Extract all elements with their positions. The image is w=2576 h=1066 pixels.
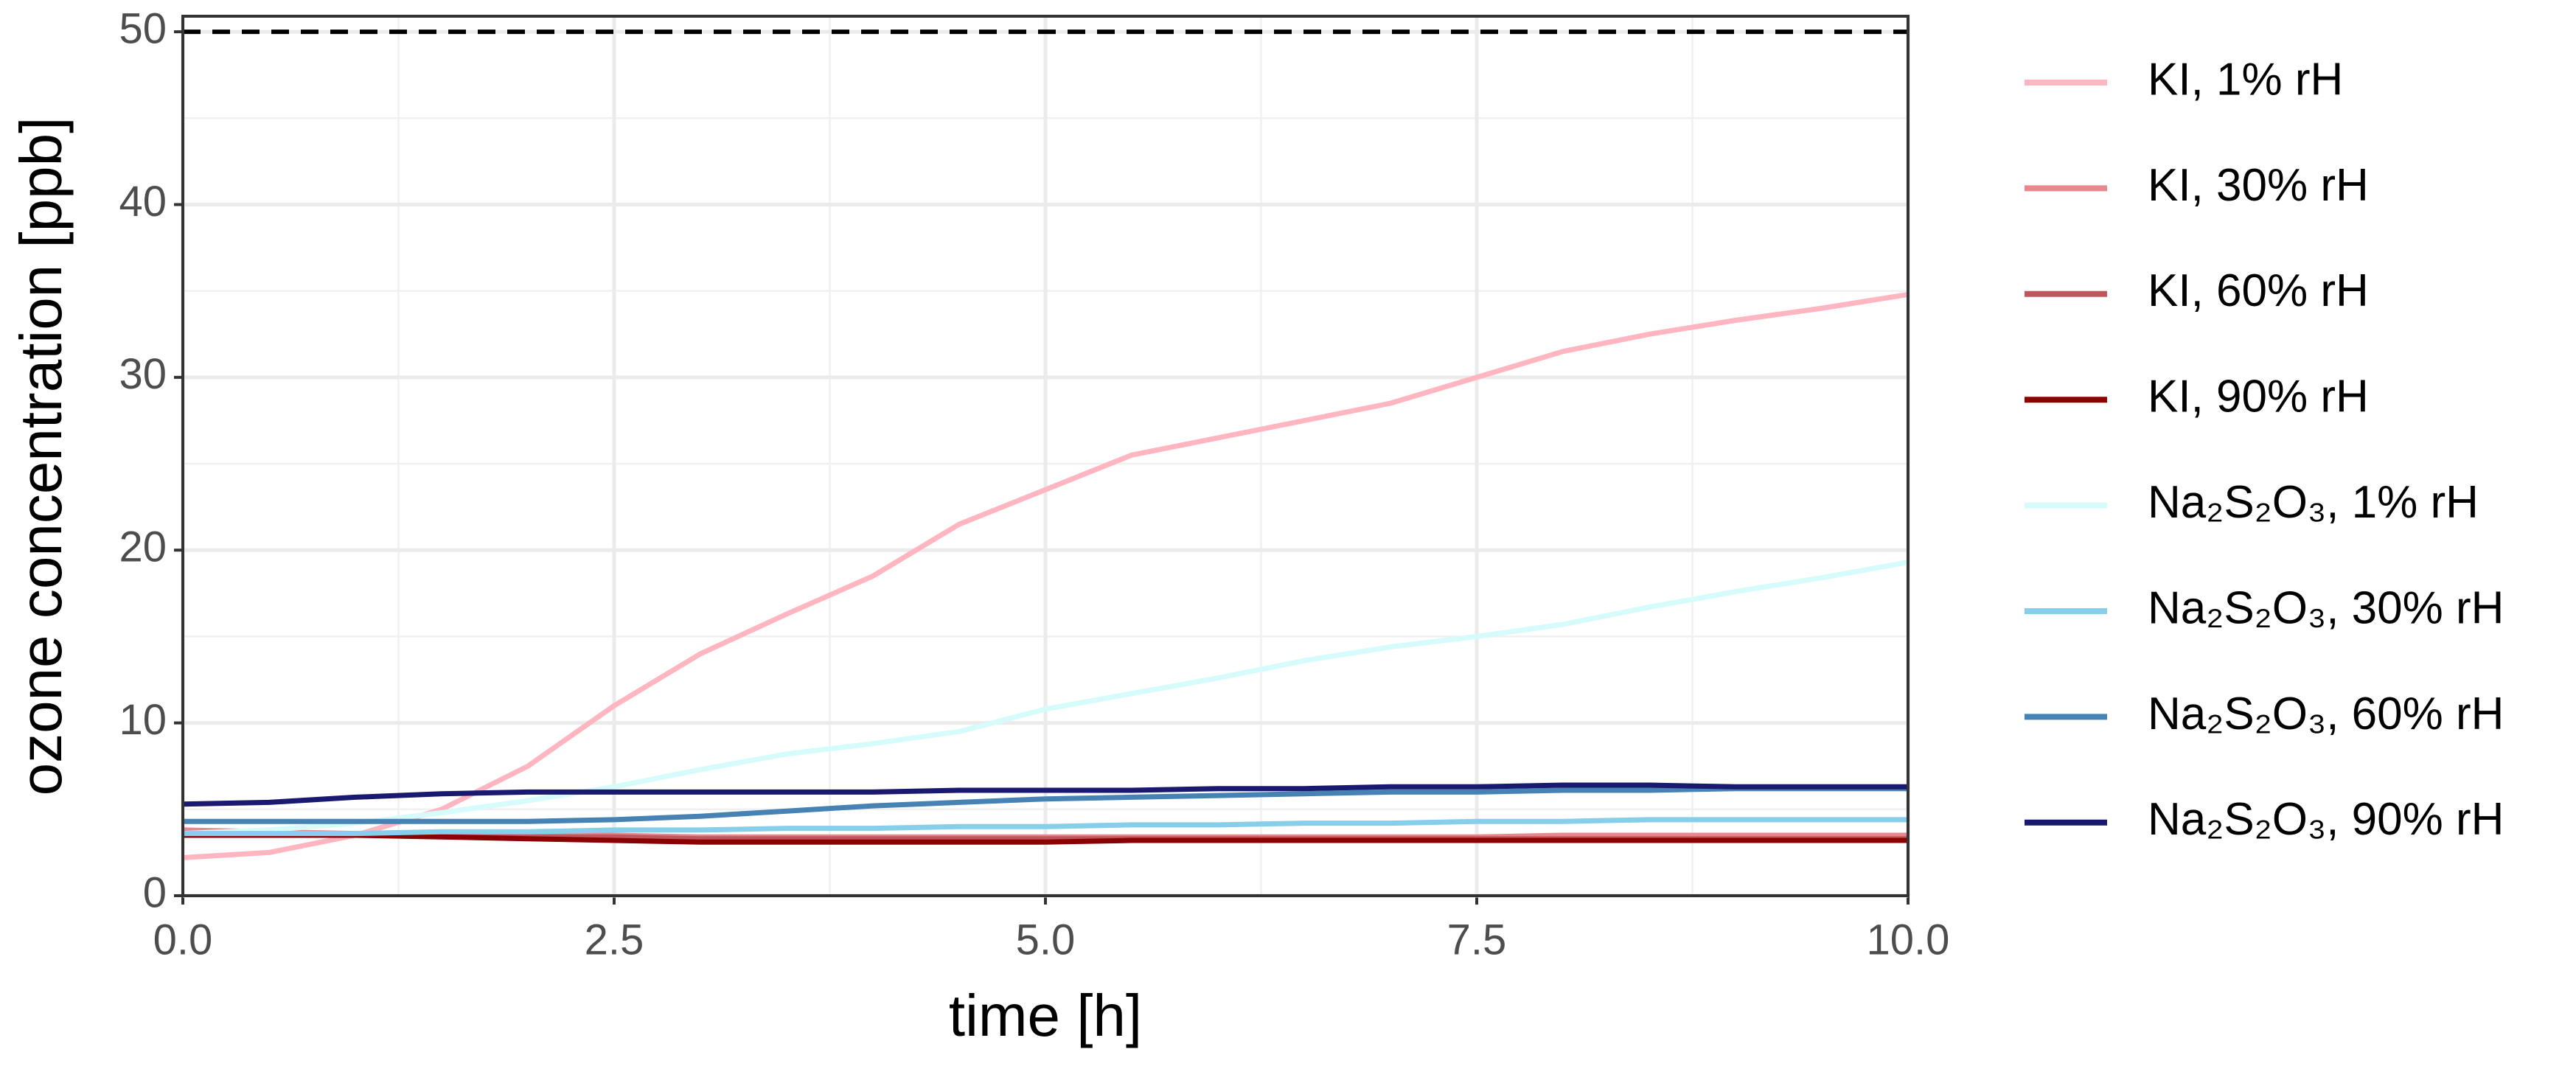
series-line [183, 817, 1908, 837]
panel-border [181, 15, 1910, 897]
series-line [182, 560, 1909, 837]
x-tick-label: 2.5 [585, 916, 644, 964]
legend-label: KI, 60% rH [2148, 265, 2369, 316]
y-tick-label: 50 [119, 4, 167, 52]
legend-label: KI, 1% rH [2148, 54, 2343, 105]
x-tick-label: 10.0 [1867, 916, 1950, 964]
series-line [183, 786, 1908, 824]
y-tick-label: 10 [119, 696, 167, 744]
x-axis-title: time [h] [949, 983, 1142, 1048]
x-tick-label: 5.0 [1016, 916, 1076, 964]
legend-label: KI, 90% rH [2148, 372, 2369, 422]
y-tick-label: 20 [119, 523, 167, 571]
legend-label: Na₂S₂O₃, 1% rH [2148, 477, 2479, 528]
x-tick-label: 0.0 [153, 916, 213, 964]
legend-label: Na₂S₂O₃, 90% rH [2148, 794, 2504, 845]
x-tick-label: 7.5 [1447, 916, 1507, 964]
y-tick-label: 40 [119, 178, 167, 226]
legend-label: Na₂S₂O₃, 60% rH [2148, 689, 2504, 739]
y-axis-title: ozone concentration [ppb] [8, 117, 74, 796]
legend-label: Na₂S₂O₃, 30% rH [2148, 582, 2504, 633]
y-tick-label: 30 [119, 350, 167, 398]
legend-label: KI, 30% rH [2148, 160, 2369, 211]
y-tick-label: 0 [143, 868, 167, 916]
series-line [183, 832, 1908, 845]
series-line [182, 782, 1908, 807]
